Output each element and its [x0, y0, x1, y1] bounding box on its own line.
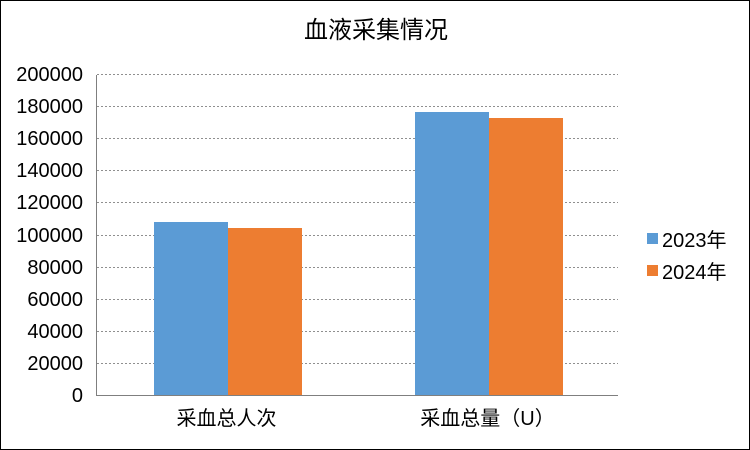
gridline	[97, 362, 618, 364]
x-category-label: 采血总人次	[176, 408, 277, 430]
legend-label: 2023年	[662, 229, 727, 252]
y-tick-label: 40000	[27, 320, 83, 343]
y-tick-label: 60000	[27, 288, 83, 311]
gridline	[97, 202, 618, 204]
gridline	[97, 138, 618, 140]
gridline	[97, 106, 618, 108]
legend-item-2023年: 2023年	[647, 222, 727, 254]
chart-title: 血液采集情况	[304, 17, 448, 44]
y-tick-label: 140000	[16, 160, 83, 183]
gridline	[97, 170, 618, 172]
legend-swatch-icon	[647, 232, 658, 244]
plot-area	[96, 74, 618, 396]
gridline	[97, 330, 618, 332]
bar-2024年-采血总量（U）	[488, 118, 563, 395]
y-tick-label: 100000	[16, 224, 83, 247]
y-tick-label: 80000	[27, 256, 83, 279]
y-tick-label: 120000	[16, 192, 83, 215]
bar-2023年-采血总量（U）	[414, 111, 489, 395]
x-category-label: 采血总量（U）	[420, 408, 555, 430]
legend-item-2024年: 2024年	[647, 254, 727, 286]
y-tick-label: 20000	[27, 352, 83, 375]
gridline	[97, 266, 618, 268]
legend-label: 2024年	[662, 261, 727, 284]
y-tick-label: 180000	[16, 96, 83, 119]
legend-swatch-icon	[647, 264, 658, 276]
legend: 2023年 2024年	[647, 222, 727, 286]
gridline	[97, 234, 618, 236]
gridline	[97, 298, 618, 300]
y-tick-label: 160000	[16, 128, 83, 151]
y-tick-label: 0	[71, 385, 83, 407]
bar-2023年-采血总人次	[153, 222, 228, 395]
y-tick-label: 200000	[16, 64, 83, 86]
gridline	[97, 74, 618, 75]
bar-2024年-采血总人次	[227, 228, 302, 395]
